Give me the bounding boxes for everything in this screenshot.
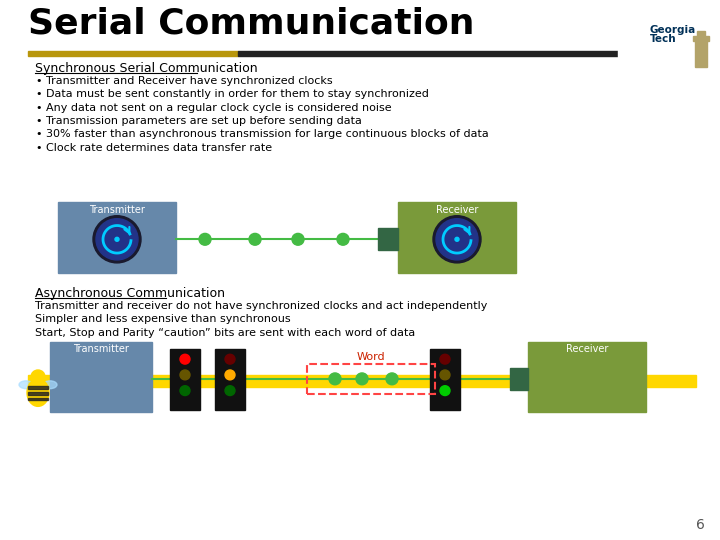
Circle shape bbox=[199, 233, 211, 245]
Bar bbox=[695, 38, 707, 68]
Text: Receiver: Receiver bbox=[436, 205, 478, 215]
Circle shape bbox=[455, 238, 459, 241]
Text: Start, Stop and Parity “caution” bits are sent with each word of data: Start, Stop and Parity “caution” bits ar… bbox=[35, 328, 415, 338]
Circle shape bbox=[337, 233, 349, 245]
Bar bbox=[28, 392, 48, 395]
Text: Transmitter and receiver do not have synchronized clocks and act independently: Transmitter and receiver do not have syn… bbox=[35, 301, 487, 311]
Bar bbox=[618, 21, 708, 70]
Ellipse shape bbox=[19, 381, 33, 389]
Bar bbox=[307, 364, 435, 394]
Bar bbox=[697, 31, 705, 36]
Bar bbox=[398, 202, 516, 273]
Circle shape bbox=[180, 370, 190, 380]
Text: • 30% faster than asynchronous transmission for large continuous blocks of data: • 30% faster than asynchronous transmiss… bbox=[36, 129, 489, 139]
Text: Word: Word bbox=[356, 352, 385, 362]
Circle shape bbox=[225, 386, 235, 395]
Ellipse shape bbox=[43, 381, 57, 389]
Bar bbox=[378, 228, 398, 250]
Bar bbox=[58, 202, 176, 273]
Circle shape bbox=[249, 233, 261, 245]
Bar bbox=[430, 349, 460, 410]
Circle shape bbox=[433, 215, 481, 263]
Text: Serial Communication: Serial Communication bbox=[28, 7, 474, 41]
Bar bbox=[528, 341, 646, 412]
Circle shape bbox=[180, 354, 190, 364]
Bar bbox=[215, 349, 245, 410]
Text: Transmitter: Transmitter bbox=[73, 345, 129, 354]
Text: Synchronous Serial Communication: Synchronous Serial Communication bbox=[35, 63, 258, 76]
Text: Transmitter: Transmitter bbox=[89, 205, 145, 215]
Circle shape bbox=[115, 238, 119, 241]
Circle shape bbox=[436, 219, 478, 260]
Bar bbox=[28, 386, 48, 389]
Text: • Data must be sent constantly in order for them to stay synchronized: • Data must be sent constantly in order … bbox=[36, 90, 429, 99]
Text: 6: 6 bbox=[696, 518, 705, 532]
Bar bbox=[28, 51, 238, 56]
Text: Receiver: Receiver bbox=[566, 345, 608, 354]
Circle shape bbox=[180, 386, 190, 395]
Text: Simpler and less expensive than synchronous: Simpler and less expensive than synchron… bbox=[35, 314, 291, 325]
Circle shape bbox=[386, 373, 398, 384]
Circle shape bbox=[225, 354, 235, 364]
Text: • Any data not sent on a regular clock cycle is considered noise: • Any data not sent on a regular clock c… bbox=[36, 103, 392, 113]
Circle shape bbox=[329, 373, 341, 384]
Text: Georgia: Georgia bbox=[650, 25, 696, 35]
Circle shape bbox=[31, 370, 45, 384]
Bar bbox=[50, 341, 152, 412]
Circle shape bbox=[356, 373, 368, 384]
Bar bbox=[28, 375, 696, 387]
Circle shape bbox=[93, 215, 141, 263]
Bar bbox=[170, 349, 200, 410]
Circle shape bbox=[225, 370, 235, 380]
Bar bbox=[693, 36, 709, 41]
Circle shape bbox=[96, 219, 138, 260]
Text: • Transmitter and Receiver have synchronized clocks: • Transmitter and Receiver have synchron… bbox=[36, 76, 333, 86]
Text: • Transmission parameters are set up before sending data: • Transmission parameters are set up bef… bbox=[36, 116, 362, 126]
Text: Tech: Tech bbox=[650, 34, 677, 44]
Bar bbox=[28, 397, 48, 401]
Bar bbox=[510, 368, 528, 390]
Text: • Clock rate determines data transfer rate: • Clock rate determines data transfer ra… bbox=[36, 143, 272, 152]
Bar bbox=[238, 51, 618, 56]
Circle shape bbox=[440, 354, 450, 364]
Text: Asynchronous Communication: Asynchronous Communication bbox=[35, 287, 225, 300]
Circle shape bbox=[292, 233, 304, 245]
Circle shape bbox=[440, 370, 450, 380]
Circle shape bbox=[440, 386, 450, 395]
Ellipse shape bbox=[27, 379, 49, 407]
